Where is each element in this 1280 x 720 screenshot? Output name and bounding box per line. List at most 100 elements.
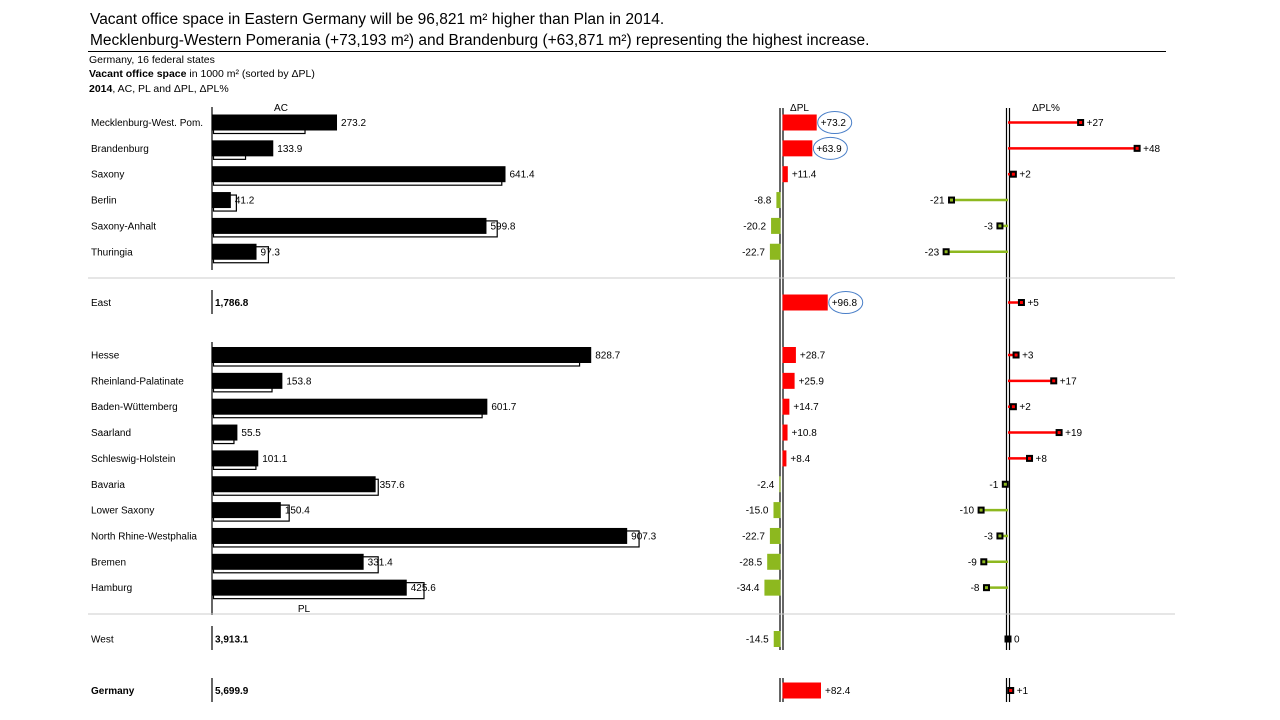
dpl-pct-pin-core: [998, 534, 1002, 538]
dpl-pct-value-label: +2: [1019, 402, 1031, 413]
dpl-pct-pin-core: [1014, 353, 1018, 357]
dpl-bar: [773, 502, 781, 519]
dpl-bar: [776, 192, 781, 209]
dpl-pct-pin-core: [1011, 405, 1015, 409]
ac-bar: [212, 372, 283, 389]
row-label: Schleswig-Holstein: [91, 454, 175, 465]
ac-value-label: 273.2: [341, 118, 366, 129]
dpl-value-label: +14.7: [793, 402, 819, 413]
total-label: East: [91, 298, 111, 309]
meta-scenario: 2014, AC, PL and ΔPL, ΔPL%: [89, 83, 229, 95]
dpl-value-label: -20.2: [743, 221, 766, 232]
highlight-ellipse: [817, 111, 853, 134]
dpl-value-label: +11.4: [792, 170, 817, 181]
ac-value-label: 101.1: [262, 454, 287, 465]
grand-total-ac-label: 5,699.9: [215, 686, 249, 697]
meta-measure-bold: Vacant office space: [89, 68, 187, 80]
dpl-value-label: -34.4: [737, 583, 760, 594]
ac-value-label: 601.7: [491, 402, 516, 413]
ac-value-label: 641.4: [510, 170, 535, 181]
dpl-pct-pin-core: [1019, 301, 1023, 304]
dpl-pct-pin-core: [1079, 121, 1083, 124]
ac-value-label: 907.3: [631, 531, 656, 542]
dpl-pct-pin-core: [998, 224, 1002, 228]
ac-bar: [212, 527, 628, 544]
dpl-value-label: +25.9: [799, 376, 825, 387]
dpl-pct-pin-core: [944, 250, 948, 254]
dpl-pct-value-label: +48: [1143, 144, 1160, 155]
pl-label: PL: [298, 604, 311, 615]
row-label: Saxony-Anhalt: [91, 221, 156, 232]
dpl-bar: [782, 347, 796, 363]
row-label: Bremen: [91, 557, 126, 568]
dpl-pct-value-label: +8: [1036, 454, 1048, 465]
ac-value-label: 828.7: [595, 351, 620, 362]
dpl-bar: [769, 243, 781, 260]
dpl-pct-value-label: +19: [1065, 428, 1082, 439]
meta-measure-rest: in 1000 m² (sorted by ΔPL): [186, 68, 315, 80]
dpl-pct-value-label: -9: [968, 557, 977, 568]
ac-bar: [212, 450, 259, 467]
dpl-pct-value-label: -23: [925, 247, 940, 258]
ac-bar: [212, 424, 238, 441]
highlight-ellipse: [828, 291, 864, 314]
dpl-pct-value-label: -1: [989, 480, 998, 491]
row-label: Hamburg: [91, 583, 132, 594]
dpl-pct-value-label: +5: [1027, 298, 1039, 309]
dpl-value-label: -14.5: [746, 635, 769, 646]
dpl-pct-pin-core: [1135, 146, 1139, 150]
grand-total-label: Germany: [91, 686, 135, 697]
dpl-pct-pin-core: [982, 560, 986, 564]
dpl-value-label: -22.7: [742, 531, 765, 542]
dpl-bar: [779, 476, 781, 493]
ac-value-label: 97.3: [261, 247, 281, 258]
row-label: Saxony: [91, 170, 124, 181]
ac-bar: [212, 114, 338, 131]
dpl-pct-value-label: -8: [971, 583, 980, 594]
dpl-bar: [782, 372, 795, 389]
ac-bar: [212, 192, 231, 209]
dpl-pct-value-label: 0: [1014, 635, 1020, 646]
dpl-value-label: +8.4: [790, 454, 810, 465]
dpl-pct-value-label: +1: [1017, 686, 1029, 697]
ac-value-label: 150.4: [285, 506, 310, 517]
dpl-bar: [782, 398, 790, 415]
row-label: Rheinland-Palatinate: [91, 376, 184, 387]
ac-bar: [212, 140, 274, 157]
ac-value-label: 357.6: [380, 480, 405, 491]
dpl-value-label: -8.8: [754, 196, 772, 207]
row-label: Brandenburg: [91, 144, 149, 155]
dpl-pct-pin-core: [1028, 456, 1032, 460]
ac-bar: [212, 166, 506, 183]
highlight-ellipse: [812, 136, 848, 160]
row-label: Mecklenburg-West. Pom.: [91, 118, 203, 129]
dpl-bar: [782, 450, 787, 467]
row-label: Baden-Wüttemberg: [91, 402, 178, 413]
dpl-value-label: -15.0: [746, 506, 769, 517]
dpl-pct-value-label: -3: [984, 221, 993, 232]
ac-bar: [212, 243, 257, 260]
ac-bar: [212, 476, 376, 493]
row-label: Hesse: [91, 351, 120, 362]
ac-value-label: 331.4: [368, 557, 393, 568]
dpl-pct-pin-core: [1009, 689, 1013, 692]
dpl-pct-value-label: +17: [1060, 376, 1077, 387]
row-label: North Rhine-Westphalia: [91, 531, 197, 542]
dpl-bar: [782, 114, 817, 131]
row-label: Bavaria: [91, 480, 125, 491]
dpl-value-label: +82.4: [825, 686, 851, 697]
dpl-pct-pin-core: [1011, 172, 1015, 176]
dpl-pct-value-label: -21: [930, 196, 945, 207]
row-label: Lower Saxony: [91, 506, 154, 517]
meta-scenario-bold: 2014: [89, 83, 113, 95]
dpl-value-label: +96.8: [832, 298, 858, 309]
dpl-bar: [782, 140, 813, 157]
dpl-pct-value-label: -3: [984, 531, 993, 542]
ac-value-label: 425.6: [411, 583, 436, 594]
headline-line-2: Mecklenburg-Western Pomerania (+73,193 m…: [90, 32, 870, 49]
dpl-pct-pin-head: [1004, 635, 1012, 643]
ac-value-label: 599.8: [490, 221, 515, 232]
dpl-pct-pin-core: [984, 586, 988, 590]
header-dpl: ΔPL: [790, 103, 809, 114]
meta-scope: Germany, 16 federal states: [89, 54, 215, 66]
